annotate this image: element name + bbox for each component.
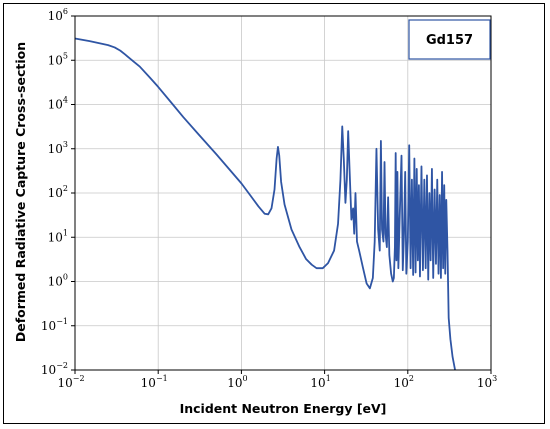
legend-label: Gd157: [426, 33, 473, 48]
y-tick-label: 101: [48, 228, 68, 244]
x-tick-label: 102: [394, 374, 414, 390]
y-axis-title: Deformed Radiative Capture Cross-section: [13, 42, 28, 342]
y-tick-label: 105: [48, 51, 68, 67]
legend-box: [408, 19, 491, 60]
y-tick-label: 102: [48, 184, 68, 200]
x-axis-title: Incident Neutron Energy [eV]: [180, 401, 387, 416]
x-tick-label: 103: [477, 374, 497, 390]
y-axis-ticks: 10−2 10−1 100 101 102 103 104 105 106: [41, 7, 75, 377]
x-tick-label: 100: [227, 374, 247, 390]
x-tick-label: 10−2: [57, 374, 84, 390]
figure-frame: [3, 3, 545, 424]
legend: Gd157: [408, 19, 491, 60]
y-tick-label: 104: [48, 96, 68, 112]
x-tick-label: 101: [310, 374, 330, 390]
y-tick-label: 103: [48, 140, 68, 156]
y-tick-label: 10−1: [41, 317, 68, 333]
y-tick-label: 10−2: [41, 361, 68, 377]
y-tick-label: 106: [48, 7, 68, 23]
y-tick-label: 100: [48, 273, 68, 289]
x-axis-ticks: 10−2 10−1 100 101 102 103: [57, 370, 497, 390]
x-tick-label: 10−1: [141, 374, 168, 390]
series-line: [74, 37, 456, 371]
